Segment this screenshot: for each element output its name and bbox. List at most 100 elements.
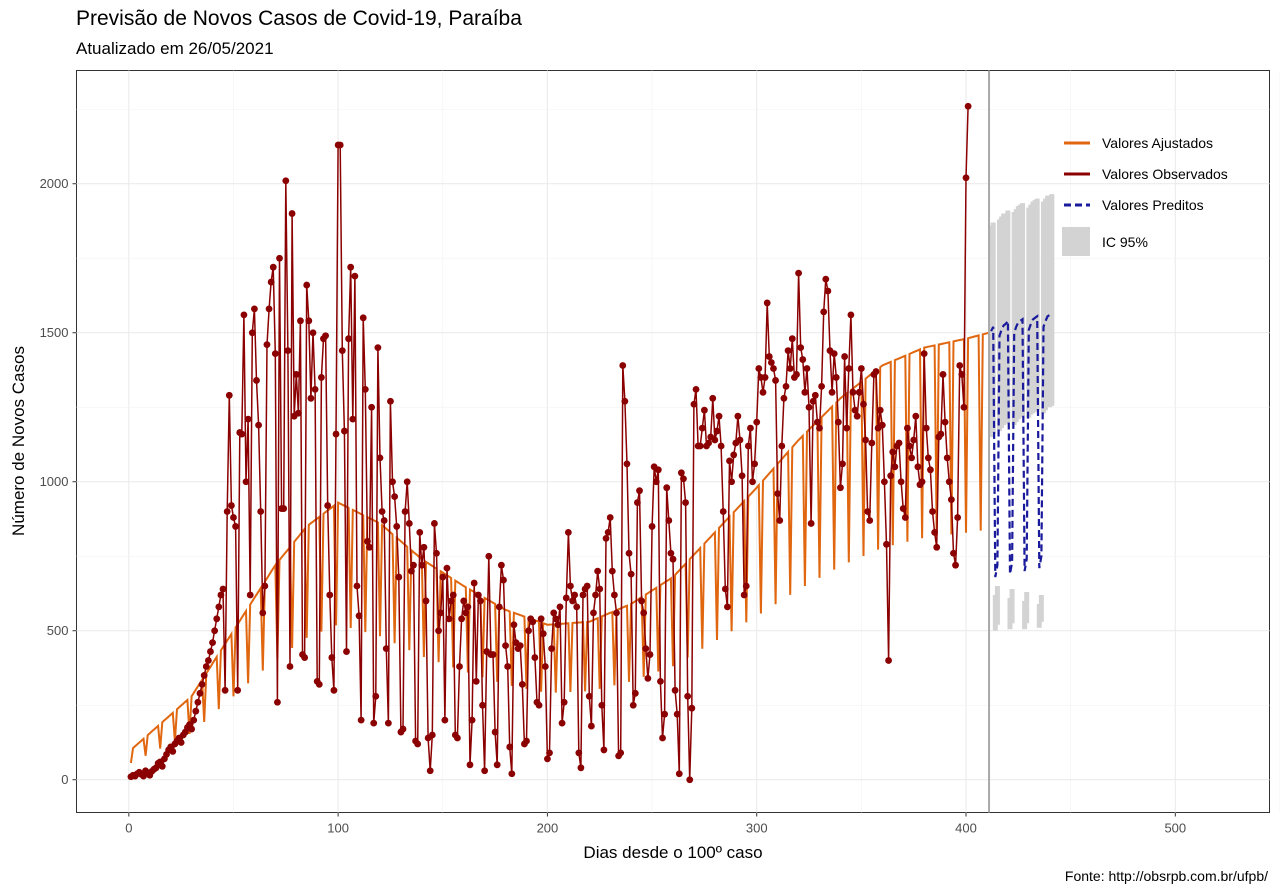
- observed-point: [464, 603, 472, 611]
- observed-point: [535, 701, 543, 709]
- y-tick-label: 500: [47, 623, 69, 638]
- observed-series: [127, 102, 972, 784]
- legend-label-ci: IC 95%: [1102, 234, 1148, 250]
- observed-point: [705, 439, 712, 447]
- observed-point: [918, 478, 926, 486]
- observed-point: [761, 374, 769, 381]
- observed-point: [933, 543, 941, 551]
- observed-point: [598, 701, 606, 709]
- observed-point: [956, 362, 964, 369]
- legend-key-ci: [1062, 227, 1090, 256]
- observed-point: [941, 418, 949, 426]
- observed-point: [326, 591, 334, 599]
- observed-point: [420, 543, 428, 551]
- observed-point: [795, 269, 802, 277]
- observed-point: [807, 520, 815, 527]
- x-tick-label: 0: [125, 821, 132, 836]
- observed-point: [280, 505, 288, 512]
- observed-point: [332, 430, 340, 438]
- observed-point: [276, 254, 283, 262]
- observed-point: [594, 567, 602, 575]
- source-caption: Fonte: http://obsrpb.com.br/ufpb/: [1064, 868, 1268, 884]
- observed-point: [255, 421, 262, 429]
- observed-point: [954, 514, 962, 521]
- legend-label-predicted: Valores Preditos: [1102, 197, 1204, 213]
- observed-point: [837, 484, 844, 492]
- legend-label-fitted: Valores Ajustados: [1102, 135, 1213, 151]
- observed-point: [265, 305, 273, 313]
- observed-point: [721, 585, 729, 593]
- observed-point: [328, 654, 336, 661]
- observed-point: [872, 368, 880, 375]
- observed-point: [952, 561, 959, 569]
- observed-point: [261, 582, 269, 590]
- observed-point: [259, 609, 267, 617]
- observed-point: [613, 609, 620, 617]
- observed-point: [541, 663, 549, 670]
- observed-point: [878, 421, 886, 429]
- observed-point: [198, 680, 206, 688]
- observed-point: [338, 347, 346, 355]
- observed-point: [920, 350, 928, 357]
- observed-point: [384, 719, 392, 727]
- observed-point: [192, 707, 200, 715]
- observed-point: [945, 478, 953, 486]
- observed-point: [868, 439, 876, 447]
- observed-point: [726, 457, 733, 465]
- observed-point: [349, 415, 357, 423]
- observed-point: [368, 403, 376, 411]
- observed-point: [294, 409, 302, 417]
- observed-point: [221, 686, 229, 694]
- observed-point: [251, 305, 258, 313]
- observed-point: [700, 406, 708, 414]
- observed-point: [866, 517, 874, 524]
- observed-point: [759, 388, 767, 396]
- observed-point: [257, 508, 265, 515]
- observed-point: [359, 314, 367, 322]
- observed-point: [502, 642, 509, 650]
- observed-point: [908, 454, 915, 462]
- observed-point: [345, 335, 352, 343]
- observed-point: [202, 663, 210, 670]
- observed-point: [596, 585, 604, 593]
- observed-point: [579, 591, 587, 599]
- observed-point: [410, 561, 417, 569]
- observed-point: [393, 523, 401, 530]
- observed-point: [248, 329, 256, 337]
- observed-point: [640, 609, 648, 617]
- observed-point: [885, 657, 892, 664]
- observed-point: [617, 749, 625, 757]
- observed-point: [738, 472, 746, 480]
- observed-point: [891, 463, 899, 471]
- observed-point: [849, 388, 857, 396]
- observed-point: [207, 648, 214, 655]
- observed-point: [204, 657, 212, 664]
- observed-point: [447, 597, 455, 605]
- observed-point: [552, 615, 560, 623]
- observed-point: [629, 701, 637, 709]
- observed-point: [788, 335, 796, 343]
- observed-point: [834, 418, 842, 426]
- observed-point: [904, 424, 911, 432]
- observed-point: [669, 555, 677, 563]
- legend-label-observed: Valores Observados: [1102, 166, 1228, 182]
- observed-point: [303, 281, 311, 289]
- chart-title: Previsão de Novos Casos de Covid-19, Par…: [76, 7, 522, 30]
- x-tick-label: 200: [537, 821, 559, 836]
- observed-point: [426, 767, 434, 775]
- observed-point: [489, 651, 497, 658]
- observed-point: [560, 698, 568, 706]
- observed-point: [382, 645, 390, 653]
- observed-point: [177, 739, 185, 746]
- observed-point: [474, 591, 482, 599]
- axis-ticks: 0 100 200 300 400 500 0 500 1000 1500 2000: [40, 176, 1187, 835]
- x-tick-label: 500: [1164, 821, 1186, 836]
- observed-point: [458, 615, 466, 623]
- y-tick-label: 1500: [40, 325, 69, 340]
- observed-point: [828, 388, 836, 396]
- observed-point: [525, 627, 532, 635]
- observed-point: [778, 442, 786, 450]
- observed-point: [472, 677, 480, 685]
- observed-point: [391, 493, 399, 501]
- observed-point: [713, 427, 721, 435]
